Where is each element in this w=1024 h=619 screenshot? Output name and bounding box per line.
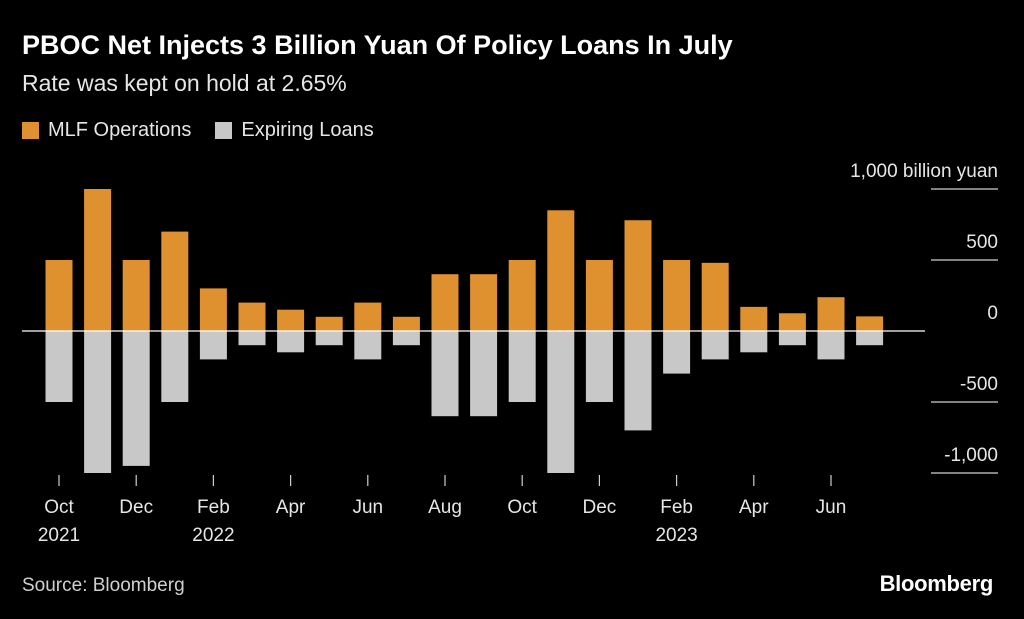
- bar-expiring-3: [161, 331, 189, 402]
- legend: MLF Operations Expiring Loans: [22, 119, 398, 142]
- bar-mlf-1: [84, 189, 112, 331]
- legend-item-expiring: Expiring Loans: [215, 119, 374, 142]
- legend-swatch-expiring: [215, 122, 233, 139]
- bar-expiring-2: [122, 331, 150, 466]
- bar-mlf-5: [238, 302, 266, 331]
- x-tick-year-2: 2022: [192, 525, 234, 546]
- x-tick-label-7: Dec: [583, 497, 617, 518]
- bar-expiring-17: [701, 331, 729, 360]
- x-tick-year-8: 2023: [655, 525, 697, 546]
- x-tick-label-1: Dec: [119, 497, 153, 518]
- bar-expiring-13: [547, 331, 575, 473]
- bloomberg-logo: Bloomberg: [879, 571, 994, 596]
- bar-expiring-6: [277, 331, 305, 353]
- chart-title: PBOC Net Injects 3 Billion Yuan Of Polic…: [22, 30, 733, 60]
- bar-mlf-8: [354, 302, 382, 331]
- bar-expiring-21: [856, 331, 884, 346]
- legend-label-mlf: MLF Operations: [48, 119, 192, 141]
- bar-expiring-11: [470, 331, 498, 417]
- bar-expiring-0: [45, 331, 73, 402]
- y-tick-label-3: -500: [960, 374, 998, 395]
- bar-mlf-10: [431, 274, 459, 331]
- bar-mlf-20: [817, 297, 845, 331]
- bar-mlf-17: [701, 262, 729, 331]
- bar-expiring-4: [199, 331, 227, 360]
- x-tick-label-8: Feb: [660, 497, 693, 518]
- bar-mlf-16: [663, 260, 691, 331]
- x-tick-label-9: Apr: [739, 497, 769, 518]
- bar-mlf-18: [740, 306, 768, 331]
- bar-mlf-12: [508, 260, 536, 331]
- bar-mlf-2: [122, 260, 150, 331]
- y-tick-label-2: 0: [987, 303, 998, 324]
- legend-swatch-mlf: [22, 122, 39, 139]
- x-tick-label-6: Oct: [507, 497, 537, 518]
- bar-mlf-19: [778, 313, 806, 331]
- bar-expiring-9: [392, 331, 420, 346]
- bar-mlf-6: [277, 309, 305, 331]
- bar-expiring-5: [238, 331, 266, 346]
- bar-expiring-18: [740, 331, 768, 353]
- bar-mlf-14: [585, 260, 613, 331]
- bar-mlf-11: [470, 274, 498, 331]
- x-tick-label-4: Jun: [352, 497, 383, 518]
- bar-expiring-16: [663, 331, 691, 374]
- x-tick-label-2: Feb: [197, 497, 230, 518]
- bar-expiring-12: [508, 331, 536, 402]
- bar-expiring-20: [817, 331, 845, 360]
- bar-expiring-19: [778, 331, 806, 346]
- bar-mlf-15: [624, 220, 652, 331]
- bar-expiring-15: [624, 331, 652, 431]
- bar-mlf-0: [45, 260, 73, 331]
- x-tick-year-0: 2021: [38, 525, 80, 546]
- bar-mlf-21: [856, 316, 884, 331]
- bar-expiring-10: [431, 331, 459, 417]
- bar-expiring-14: [585, 331, 613, 402]
- bar-expiring-8: [354, 331, 382, 360]
- bar-mlf-7: [315, 316, 343, 331]
- chart-subtitle: Rate was kept on hold at 2.65%: [22, 70, 347, 96]
- x-tick-label-3: Apr: [276, 497, 306, 518]
- legend-label-expiring: Expiring Loans: [241, 119, 374, 141]
- x-tick-label-5: Aug: [428, 497, 462, 518]
- bar-mlf-3: [161, 231, 189, 331]
- x-tick-label-10: Jun: [816, 497, 847, 518]
- bar-mlf-9: [392, 316, 420, 331]
- y-tick-label-4: -1,000: [944, 445, 998, 466]
- bar-expiring-1: [84, 331, 112, 473]
- x-tick-label-0: Oct: [44, 497, 74, 518]
- y-tick-label-1: 500: [966, 232, 998, 253]
- bar-mlf-4: [199, 288, 227, 331]
- source-note: Source: Bloomberg: [22, 575, 185, 596]
- y-tick-label-0: 1,000 billion yuan: [850, 161, 998, 182]
- bar-expiring-7: [315, 331, 343, 346]
- bar-mlf-13: [547, 210, 575, 331]
- legend-item-mlf: MLF Operations: [22, 119, 191, 142]
